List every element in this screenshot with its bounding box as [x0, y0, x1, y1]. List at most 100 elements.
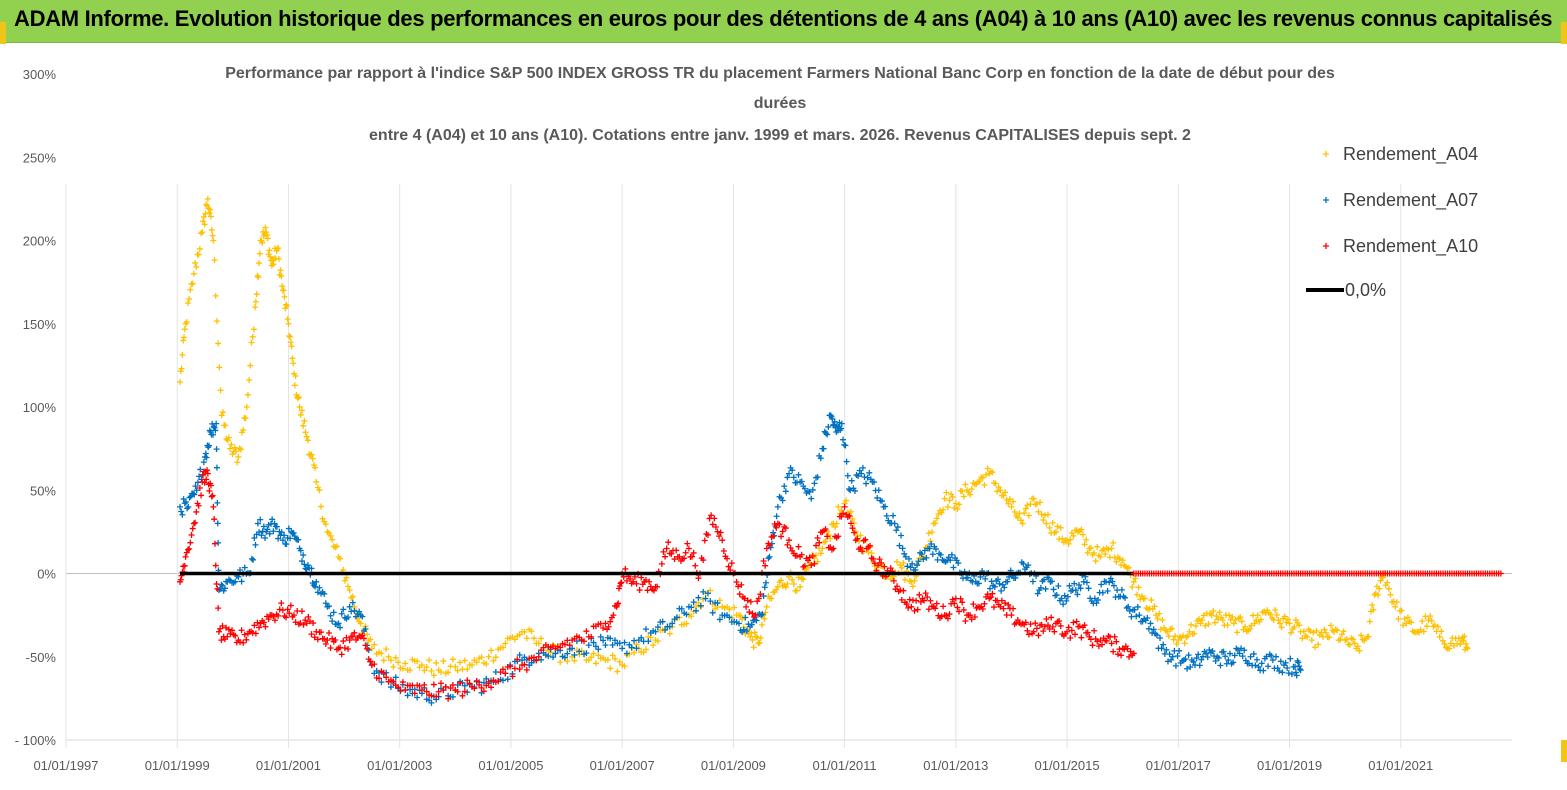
data-point	[1104, 587, 1111, 594]
data-point	[1130, 578, 1137, 585]
data-point	[742, 614, 749, 621]
data-point	[922, 590, 929, 597]
data-point	[956, 608, 963, 615]
data-point	[920, 556, 927, 563]
data-point	[894, 558, 901, 565]
data-point	[822, 538, 829, 545]
data-point	[1199, 617, 1206, 624]
data-point	[878, 559, 885, 566]
data-point	[751, 629, 758, 636]
data-point	[1297, 667, 1304, 674]
data-point	[943, 612, 950, 619]
data-point	[927, 538, 934, 545]
data-point	[1343, 636, 1350, 643]
data-point	[1192, 622, 1199, 629]
data-point	[925, 606, 932, 613]
data-point	[774, 503, 781, 510]
data-point	[283, 541, 290, 548]
data-point	[327, 612, 334, 619]
data-point	[955, 560, 962, 567]
data-point	[278, 273, 285, 280]
data-point	[178, 365, 185, 372]
data-point	[859, 464, 866, 471]
data-point	[1216, 609, 1223, 616]
data-point	[191, 491, 198, 498]
data-point	[1246, 660, 1253, 667]
data-point	[209, 431, 216, 438]
data-point	[207, 213, 214, 220]
data-point	[817, 455, 824, 462]
data-point	[313, 478, 320, 485]
data-point	[1246, 625, 1253, 632]
data-point	[700, 588, 707, 595]
data-point	[445, 695, 452, 702]
data-point	[917, 598, 924, 605]
data-point	[206, 487, 213, 494]
data-point	[329, 536, 336, 543]
data-point	[957, 595, 964, 602]
data-point	[1020, 560, 1027, 567]
data-point	[1091, 550, 1098, 557]
data-point	[987, 594, 994, 601]
data-point	[316, 584, 323, 591]
data-point	[1210, 608, 1217, 615]
data-point	[602, 642, 609, 649]
data-point	[1431, 622, 1438, 629]
data-point	[421, 667, 428, 674]
data-point	[683, 611, 690, 618]
data-point	[743, 627, 750, 634]
data-point	[1288, 629, 1295, 636]
data-point	[1159, 616, 1166, 623]
data-point	[867, 542, 874, 549]
data-point	[1003, 497, 1010, 504]
data-point	[287, 333, 294, 340]
data-point	[685, 545, 692, 552]
data-point	[784, 474, 791, 481]
data-point	[676, 553, 683, 560]
data-point	[557, 644, 564, 651]
data-point	[227, 630, 234, 637]
data-point	[295, 394, 302, 401]
data-point	[935, 511, 942, 518]
data-point	[279, 283, 286, 290]
data-point	[1094, 543, 1101, 550]
data-point	[738, 581, 745, 588]
data-point	[449, 681, 456, 688]
data-point	[267, 253, 274, 260]
series-Rendement_A07	[177, 412, 1304, 706]
data-point	[1296, 666, 1303, 673]
data-point	[1284, 616, 1291, 623]
data-point	[1326, 634, 1333, 641]
data-point	[278, 600, 285, 607]
data-point	[937, 551, 944, 558]
data-point	[298, 407, 305, 414]
data-point	[430, 672, 437, 679]
data-point	[866, 469, 873, 476]
data-point	[970, 601, 977, 608]
data-point	[739, 616, 746, 623]
data-point	[454, 667, 461, 674]
data-point	[297, 547, 304, 554]
data-point	[778, 533, 785, 540]
y-tick-label: 0%	[37, 567, 56, 582]
data-point	[1190, 658, 1197, 665]
header-title: ADAM Informe. Evolution historique des p…	[14, 6, 1553, 31]
data-point	[835, 503, 842, 510]
data-point	[383, 646, 390, 653]
data-point	[946, 497, 953, 504]
data-point	[1185, 652, 1192, 659]
data-point	[254, 520, 261, 527]
data-point	[633, 645, 640, 652]
data-point	[378, 650, 385, 657]
data-point	[179, 351, 186, 358]
x-tick-label: 01/01/2007	[590, 758, 655, 773]
data-point	[535, 653, 542, 660]
data-point	[571, 657, 578, 664]
data-point	[1042, 585, 1049, 592]
data-point	[790, 474, 797, 481]
data-point	[882, 503, 889, 510]
data-point	[700, 557, 707, 564]
data-point	[421, 681, 428, 688]
data-point	[689, 553, 696, 560]
data-point	[1275, 617, 1282, 624]
